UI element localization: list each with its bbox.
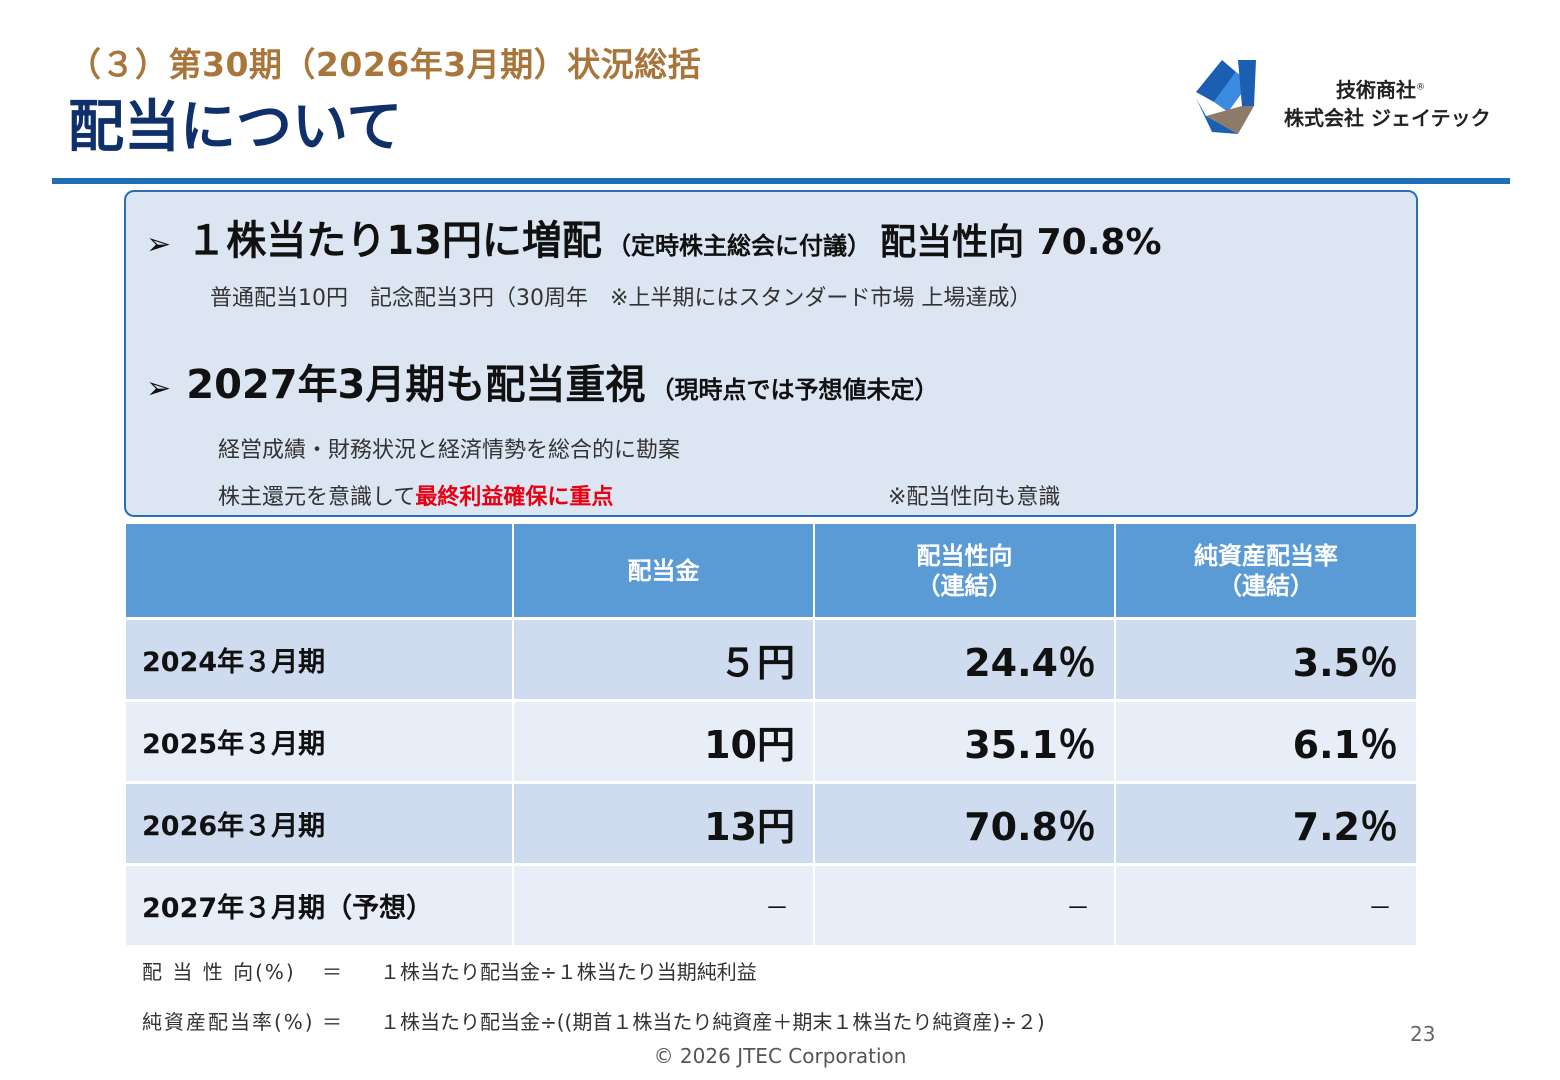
point2-note: （現時点では予想値未定） — [650, 376, 939, 404]
point1-payout-ratio: 配当性向 70.8% — [880, 222, 1162, 263]
dividend-table: 配当金 配当性向 （連結） 純資産配当率 （連結） 2024年３月期 ５円 24.4… — [126, 524, 1416, 948]
arrow-bullet-icon: ➢ — [146, 227, 172, 262]
point2-detail-note: ※配当性向も意識 — [888, 485, 1061, 510]
point1-detail: 普通配当10円 記念配当3円（30周年 ※上半期にはスタンダード市場 上場達成） — [210, 286, 1032, 311]
detail2-highlight: 最終利益確保に重点 — [415, 485, 614, 510]
logo-company-name: 株式会社 ジェイテック — [1284, 106, 1491, 130]
point2-detail-1: 経営成績・財務状況と経済情勢を総合的に勘案 — [218, 438, 681, 463]
row-payout: 24.4％ — [815, 620, 1116, 702]
table-row: 2027年３月期（予想） － － － — [126, 866, 1416, 948]
point1-note: （定時株主総会に付議） — [607, 232, 871, 260]
logo-tagline: 技術商社® — [1336, 78, 1425, 102]
detail2-prefix: 株主還元を意識して — [218, 485, 416, 510]
section-subtitle: （３）第30期（2026年3月期）状況総括 — [68, 45, 702, 84]
summary-box: ➢ １株当たり13円に増配 （定時株主総会に付議） 配当性向 70.8% 普通配… — [124, 190, 1418, 517]
row-period: 2026年３月期 — [126, 784, 514, 866]
table-row: 2026年３月期 13円 70.8％ 7.2％ — [126, 784, 1416, 866]
jtec-logo-icon — [1196, 60, 1256, 134]
table-row: 2025年３月期 10円 35.1％ 6.1％ — [126, 702, 1416, 784]
row-dividend: － — [514, 866, 815, 948]
copyright-notice: © 2026 JTEC Corporation — [653, 1044, 907, 1068]
row-dividend: 10円 — [514, 702, 815, 784]
footnote-doe-formula: 純資産配当率(%) ＝ １株当たり配当金÷((期首１株当たり純資産＋期末１株当たり純… — [142, 1010, 1045, 1034]
row-period: 2024年３月期 — [126, 620, 514, 702]
row-payout: 35.1％ — [815, 702, 1116, 784]
row-dividend: 13円 — [514, 784, 815, 866]
row-doe: 7.2％ — [1116, 784, 1416, 866]
row-payout: 70.8％ — [815, 784, 1116, 866]
page-number: 23 — [1410, 1022, 1436, 1046]
row-doe: － — [1116, 866, 1416, 948]
header-cell-payout: 配当性向 （連結） — [815, 524, 1116, 620]
row-period: 2025年３月期 — [126, 702, 514, 784]
table-row: 2024年３月期 ５円 24.4％ 3.5％ — [126, 620, 1416, 702]
header-cell-doe: 純資産配当率 （連結） — [1116, 524, 1416, 620]
table-header-row: 配当金 配当性向 （連結） 純資産配当率 （連結） — [126, 524, 1416, 620]
point1-heading-row: ➢ １株当たり13円に増配 （定時株主総会に付議） 配当性向 70.8% — [146, 208, 1162, 266]
header-cell-period — [126, 524, 514, 620]
point2-heading-row: ➢ 2027年3月期も配当重視 （現時点では予想値未定） — [146, 352, 939, 410]
row-payout: － — [815, 866, 1116, 948]
footnote-payout-formula: 配 当 性 向(%) ＝ １株当たり配当金÷１株当たり当期純利益 — [142, 960, 757, 984]
row-dividend: ５円 — [514, 620, 815, 702]
header-cell-dividend: 配当金 — [514, 524, 815, 620]
row-doe: 6.1％ — [1116, 702, 1416, 784]
row-period: 2027年３月期（予想） — [126, 866, 514, 948]
page-title: 配当について — [68, 95, 403, 160]
header-divider — [52, 178, 1510, 184]
row-doe: 3.5％ — [1116, 620, 1416, 702]
point1-heading: １株当たり13円に増配 — [186, 218, 602, 264]
point2-heading: 2027年3月期も配当重視 — [186, 362, 646, 408]
company-logo: 技術商社® 株式会社 ジェイテック — [1192, 54, 1512, 144]
arrow-bullet-icon: ➢ — [146, 371, 172, 406]
point2-detail-2: 株主還元を意識して最終利益確保に重点 — [218, 479, 613, 511]
